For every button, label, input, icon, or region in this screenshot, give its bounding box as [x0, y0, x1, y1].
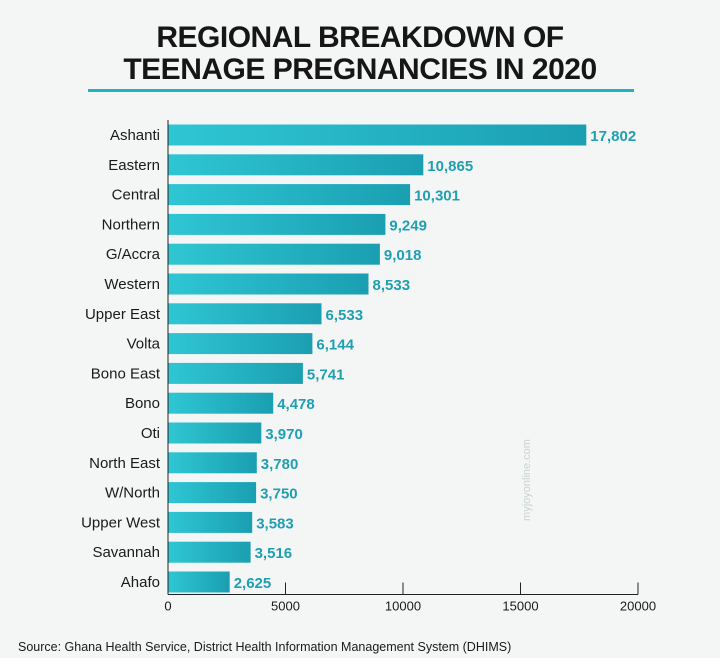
- bar-bono: [168, 392, 274, 414]
- axes: 0 5000 10000 15000 20000: [164, 120, 656, 614]
- category-label-ahafo: Ahafo: [121, 574, 160, 591]
- category-label-northern: Northern: [102, 216, 160, 233]
- category-label-western: Western: [104, 276, 160, 293]
- category-label-central: Central: [112, 187, 160, 204]
- category-label-eastern: Eastern: [108, 157, 160, 174]
- value-label-g-accra: 9,018: [384, 247, 422, 264]
- x-tick-label-10000: 10000: [385, 599, 421, 614]
- bar-central: [168, 184, 411, 206]
- bar-chart: Ashanti 17,802 Eastern 10,865 Central 10,301 N…: [81, 120, 656, 614]
- bar-ashanti: [168, 124, 587, 146]
- bar-upper-east: [168, 303, 322, 325]
- x-tick-label-20000: 20000: [620, 599, 656, 614]
- bar-bono-east: [168, 362, 303, 384]
- value-label-volta: 6,144: [316, 337, 354, 354]
- value-label-savannah: 3,516: [255, 545, 293, 562]
- x-tick-label-15000: 15000: [502, 599, 538, 614]
- category-label-g-accra: G/Accra: [106, 246, 161, 263]
- bar-oti: [168, 422, 262, 444]
- bars: Ashanti 17,802 Eastern 10,865 Central 10,301 N…: [81, 124, 636, 593]
- value-label-eastern: 10,865: [427, 158, 473, 175]
- value-label-bono: 4,478: [277, 396, 315, 413]
- x-tick-label-0: 0: [164, 599, 171, 614]
- bar-ahafo: [168, 571, 230, 593]
- value-label-northern: 9,249: [389, 217, 427, 234]
- value-label-oti: 3,970: [265, 426, 303, 443]
- bar-northern: [168, 213, 386, 235]
- category-label-upper-west: Upper West: [81, 514, 161, 531]
- chart-title-line-1: REGIONAL BREAKDOWN OF: [156, 21, 564, 54]
- bar-g-accra: [168, 243, 380, 265]
- category-label-bono: Bono: [125, 395, 160, 412]
- bar-upper-west: [168, 511, 253, 533]
- category-label-ashanti: Ashanti: [110, 127, 160, 144]
- value-label-north-east: 3,780: [261, 456, 299, 473]
- category-label-volta: Volta: [127, 336, 161, 353]
- bar-eastern: [168, 154, 424, 176]
- category-label-bono-east: Bono East: [91, 365, 161, 382]
- category-label-upper-east: Upper East: [85, 306, 161, 323]
- bar-savannah: [168, 541, 251, 563]
- chart-title-line-2: TEENAGE PREGNANCIES IN 2020: [123, 53, 597, 86]
- watermark: myjoyonline.com: [521, 439, 533, 521]
- value-label-upper-east: 6,533: [326, 307, 364, 324]
- bar-volta: [168, 333, 313, 355]
- category-label-savannah: Savannah: [92, 544, 160, 561]
- source-note: Source: Ghana Health Service, District H…: [18, 640, 512, 654]
- bar-western: [168, 273, 369, 295]
- value-label-central: 10,301: [414, 188, 460, 205]
- value-label-bono-east: 5,741: [307, 366, 345, 383]
- x-tick-label-5000: 5000: [271, 599, 300, 614]
- value-label-ashanti: 17,802: [590, 128, 636, 145]
- title-underline: [88, 89, 634, 92]
- bar-north-east: [168, 452, 257, 474]
- category-label-oti: Oti: [141, 425, 160, 442]
- bar-w-north: [168, 482, 257, 504]
- category-label-north-east: North East: [89, 455, 161, 472]
- category-label-w-north: W/North: [105, 485, 160, 502]
- value-label-western: 8,533: [373, 277, 411, 294]
- value-label-upper-west: 3,583: [256, 515, 294, 532]
- value-label-w-north: 3,750: [260, 486, 298, 503]
- value-label-ahafo: 2,625: [234, 575, 272, 592]
